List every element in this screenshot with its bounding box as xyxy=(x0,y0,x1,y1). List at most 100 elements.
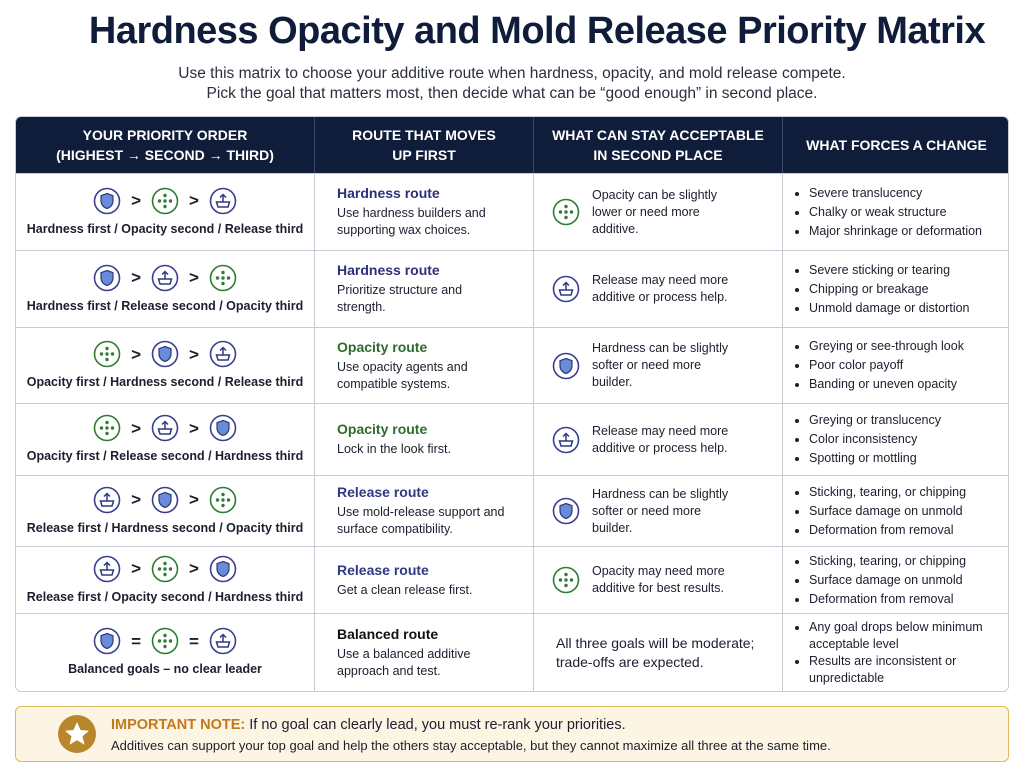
goal-icon xyxy=(151,340,179,368)
goal-icon xyxy=(209,627,237,655)
acceptable-cell: Release may need more additive or proces… xyxy=(534,250,783,327)
route-cell: Balanced route Use a balanced additive ap… xyxy=(315,613,534,691)
force-item: Severe sticking or tearing xyxy=(809,261,998,280)
goal-icon xyxy=(552,198,580,226)
forces-list: Sticking, tearing, or chippingSurface da… xyxy=(795,552,998,609)
column-header: ROUTE THAT MOVES UP FIRST xyxy=(315,117,534,173)
order-separator: > xyxy=(189,344,199,364)
acceptable-cell: Release may need more additive or proces… xyxy=(534,403,783,475)
order-separator: > xyxy=(131,191,141,210)
priority-icons: > > xyxy=(93,187,237,215)
force-item: Spotting or mottling xyxy=(809,449,998,468)
goal-icon xyxy=(209,264,237,292)
forces-cell: Severe sticking or tearingChipping or br… xyxy=(783,250,1008,327)
force-item: Greying or translucency xyxy=(809,411,998,430)
priority-icons: = = xyxy=(93,627,237,655)
forces-list: Greying or see-through lookPoor color pa… xyxy=(795,337,998,394)
goal-icon xyxy=(93,187,121,215)
route-cell: Opacity route Lock in the look first. xyxy=(315,403,534,475)
force-item: Surface damage on unmold xyxy=(809,502,998,521)
subtitle-line: Pick the goal that matters most, then de… xyxy=(206,85,818,102)
force-item: Deformation from removal xyxy=(809,590,998,609)
priority-cell: > > Opacity first / Release second / Hardn… xyxy=(16,403,315,475)
order-separator: > xyxy=(189,418,199,438)
route-description: Use a balanced additive approach and tes… xyxy=(337,646,471,678)
force-item: Banding or uneven opacity xyxy=(809,375,998,394)
route-cell: Hardness route Prioritize structure and s… xyxy=(315,250,534,327)
note-line: IMPORTANT NOTE: If no goal can clearly l… xyxy=(111,717,626,733)
goal-icon xyxy=(151,264,179,292)
priority-icons: > > xyxy=(93,414,237,442)
priority-cell: > > Opacity first / Hardness second / Rele… xyxy=(16,327,315,403)
order-separator: = xyxy=(131,631,141,651)
route-cell: Release route Get a clean release first. xyxy=(315,546,534,613)
order-separator: > xyxy=(189,559,199,578)
force-item: Poor color payoff xyxy=(809,356,998,375)
force-item: Color inconsistency xyxy=(809,430,998,449)
force-item: Deformation from removal xyxy=(809,521,998,540)
force-item: Sticking, tearing, or chipping xyxy=(809,552,998,571)
priority-label: Hardness first / Release second / Opacit… xyxy=(26,298,304,313)
acceptable-text: All three goals will be moderate; trade-… xyxy=(556,634,755,670)
subtitle-line: Use this matrix to choose your additive … xyxy=(178,65,846,82)
goal-icon xyxy=(93,486,121,514)
route-description: Use opacity agents and compatible system… xyxy=(337,359,468,391)
priority-label: Hardness first / Opacity second / Releas… xyxy=(26,221,304,236)
priority-cell: = = Balanced goals – no clear leader xyxy=(16,613,315,691)
goal-icon xyxy=(209,187,237,215)
priority-label: Opacity first / Hardness second / Releas… xyxy=(26,375,304,389)
acceptable-cell: Opacity can be slightly lower or need mo… xyxy=(534,173,783,250)
order-separator: > xyxy=(131,418,141,438)
goal-icon xyxy=(151,414,179,442)
goal-icon xyxy=(209,340,237,368)
important-note: IMPORTANT NOTE: If no goal can clearly l… xyxy=(15,706,1009,762)
route-cell: Opacity route Use opacity agents and comp… xyxy=(315,327,534,403)
goal-icon xyxy=(93,264,121,292)
priority-cell: > > Hardness first / Release second / Opac… xyxy=(16,250,315,327)
order-separator: > xyxy=(131,490,141,509)
goal-icon xyxy=(209,555,237,583)
forces-list: Any goal drops below minimum acceptable … xyxy=(795,619,998,687)
force-item: Major shrinkage or deformation xyxy=(809,222,998,241)
route-name: Opacity route xyxy=(337,338,428,355)
note-text: If no goal can clearly lead, you must re… xyxy=(249,717,626,733)
goal-icon xyxy=(209,486,237,514)
matrix-table: YOUR PRIORITY ORDER (HIGHEST → SECOND → … xyxy=(15,116,1009,692)
acceptable-text: Release may need more additive or proces… xyxy=(592,423,729,455)
force-item: Chipping or breakage xyxy=(809,280,998,299)
priority-label: Opacity first / Release second / Hardnes… xyxy=(26,449,304,463)
priority-cell: > > Hardness first / Opacity second / Rele… xyxy=(16,173,315,250)
column-header: YOUR PRIORITY ORDER (HIGHEST → SECOND → … xyxy=(16,117,315,173)
priority-cell: > > Release first / Hardness second / Opac… xyxy=(16,475,315,546)
route-name: Opacity route xyxy=(337,421,428,437)
title: Hardness Opacity and Mold Release Priori… xyxy=(88,10,986,52)
column-header: WHAT FORCES A CHANGE xyxy=(783,117,1008,173)
goal-icon xyxy=(209,414,237,442)
note-label: IMPORTANT NOTE: xyxy=(111,717,246,733)
priority-icons: > > xyxy=(93,555,237,583)
order-separator: = xyxy=(189,631,199,651)
force-item: Results are inconsistent or unpredictabl… xyxy=(809,653,998,687)
route-name: Release route xyxy=(337,484,429,500)
acceptable-text: Hardness can be slightly softer or need … xyxy=(592,341,729,389)
acceptable-text: Hardness can be slightly softer or need … xyxy=(592,486,729,535)
forces-cell: Greying or translucencyColor inconsisten… xyxy=(783,403,1008,475)
route-name: Balanced route xyxy=(337,625,439,642)
force-item: Sticking, tearing, or chipping xyxy=(809,483,998,502)
column-header: WHAT CAN STAY ACCEPTABLE IN SECOND PLACE xyxy=(534,117,783,173)
goal-icon xyxy=(552,566,580,594)
route-name: Hardness route xyxy=(337,185,440,201)
force-item: Unmold damage or distortion xyxy=(809,299,998,318)
goal-icon xyxy=(151,627,179,655)
route-description: Get a clean release first. xyxy=(337,582,473,597)
forces-cell: Severe translucencyChalky or weak struct… xyxy=(783,173,1008,250)
route-cell: Release route Use mold-release support an… xyxy=(315,475,534,546)
order-separator: > xyxy=(189,191,199,210)
note-detail: Additives can support your top goal and … xyxy=(111,738,831,753)
goal-icon xyxy=(552,275,580,303)
forces-cell: Sticking, tearing, or chippingSurface da… xyxy=(783,475,1008,546)
goal-icon xyxy=(552,352,580,380)
forces-cell: Any goal drops below minimum acceptable … xyxy=(783,613,1008,691)
goal-icon xyxy=(93,627,121,655)
